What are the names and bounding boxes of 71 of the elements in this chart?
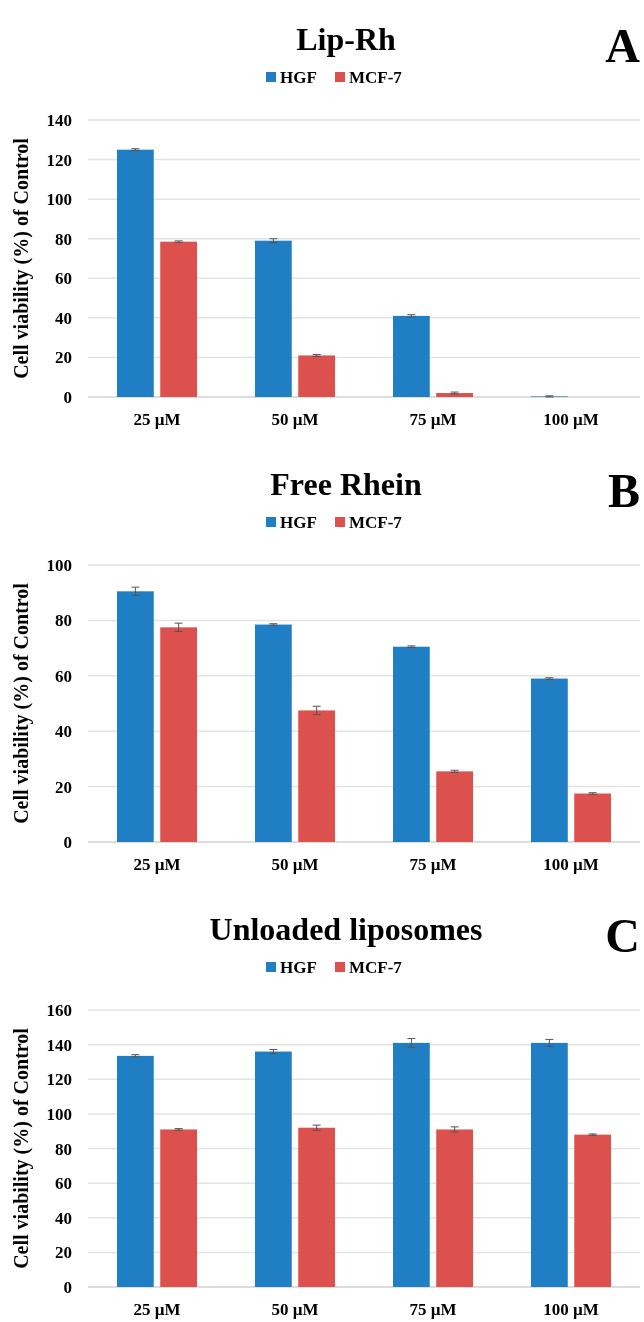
chart-title: Free Rhein bbox=[270, 466, 422, 502]
bar bbox=[392, 315, 430, 397]
y-tick-label: 0 bbox=[63, 1278, 72, 1297]
y-tick-label: 0 bbox=[63, 833, 72, 852]
bar bbox=[254, 1051, 292, 1287]
bar bbox=[436, 1129, 474, 1287]
x-tick-label: 100 µM bbox=[543, 1300, 599, 1319]
y-tick-label: 60 bbox=[55, 1174, 72, 1194]
y-tick-label: 100 bbox=[46, 190, 72, 210]
x-tick-label: 75 µM bbox=[409, 410, 457, 429]
y-tick-label: 100 bbox=[46, 1104, 72, 1124]
bar bbox=[392, 1042, 430, 1287]
bar bbox=[436, 771, 474, 842]
bar bbox=[298, 710, 336, 842]
y-axis-title: Cell viability (%) of Control bbox=[10, 137, 33, 379]
y-tick-label: 140 bbox=[46, 1035, 72, 1055]
legend-label: HGF bbox=[280, 68, 317, 87]
bar bbox=[574, 793, 612, 842]
text: B bbox=[607, 464, 640, 517]
bar bbox=[254, 624, 292, 842]
y-tick-label: 160 bbox=[46, 1001, 72, 1020]
y-tick-label: 140 bbox=[46, 111, 72, 130]
y-tick-label: 40 bbox=[55, 1208, 72, 1228]
x-tick-label: 50 µM bbox=[271, 855, 319, 874]
chart-title: Lip-Rh bbox=[296, 21, 396, 57]
y-tick-label: 80 bbox=[55, 229, 72, 249]
x-tick-label: 75 µM bbox=[409, 1300, 457, 1319]
y-axis-title: Cell viability (%) of Control bbox=[10, 582, 33, 824]
text: C bbox=[605, 909, 640, 962]
bar bbox=[298, 355, 336, 397]
chart-title: Unloaded liposomes bbox=[209, 911, 483, 947]
text: A bbox=[605, 19, 641, 72]
bar bbox=[160, 627, 198, 842]
x-tick-label: 25 µM bbox=[133, 410, 181, 429]
legend-label: MCF-7 bbox=[349, 958, 403, 977]
bar bbox=[574, 1134, 612, 1287]
y-tick-label: 0 bbox=[63, 388, 72, 407]
bar bbox=[530, 1042, 568, 1287]
bar bbox=[530, 678, 568, 842]
x-tick-label: 25 µM bbox=[133, 855, 181, 874]
y-tick-label: 80 bbox=[55, 611, 72, 631]
y-tick-label: 40 bbox=[55, 308, 72, 328]
y-tick-label: 120 bbox=[46, 150, 72, 170]
y-axis-title: Cell viability (%) of Control bbox=[10, 1027, 33, 1269]
x-tick-label: 25 µM bbox=[133, 1300, 181, 1319]
bar bbox=[116, 149, 154, 397]
x-tick-label: 100 µM bbox=[543, 855, 599, 874]
y-tick-label: 100 bbox=[46, 556, 72, 575]
y-tick-label: 20 bbox=[55, 1243, 72, 1263]
x-tick-label: 50 µM bbox=[271, 1300, 319, 1319]
bar bbox=[298, 1127, 336, 1287]
legend-label: MCF-7 bbox=[349, 68, 403, 87]
bar bbox=[254, 240, 292, 397]
legend-label: HGF bbox=[280, 513, 317, 532]
bar bbox=[116, 1055, 154, 1287]
y-tick-label: 60 bbox=[55, 269, 72, 289]
bar bbox=[392, 646, 430, 842]
x-tick-label: 75 µM bbox=[409, 855, 457, 874]
y-tick-label: 20 bbox=[55, 777, 72, 797]
y-tick-label: 120 bbox=[46, 1070, 72, 1090]
x-tick-label: 50 µM bbox=[271, 410, 319, 429]
y-tick-label: 60 bbox=[55, 666, 72, 686]
legend-label: MCF-7 bbox=[349, 513, 403, 532]
y-tick-label: 80 bbox=[55, 1139, 72, 1159]
legend-label: HGF bbox=[280, 958, 317, 977]
bar bbox=[160, 241, 198, 397]
y-tick-label: 40 bbox=[55, 722, 72, 742]
bar bbox=[160, 1129, 198, 1287]
y-tick-label: 20 bbox=[55, 348, 72, 368]
bar bbox=[116, 591, 154, 842]
x-tick-label: 100 µM bbox=[543, 410, 599, 429]
